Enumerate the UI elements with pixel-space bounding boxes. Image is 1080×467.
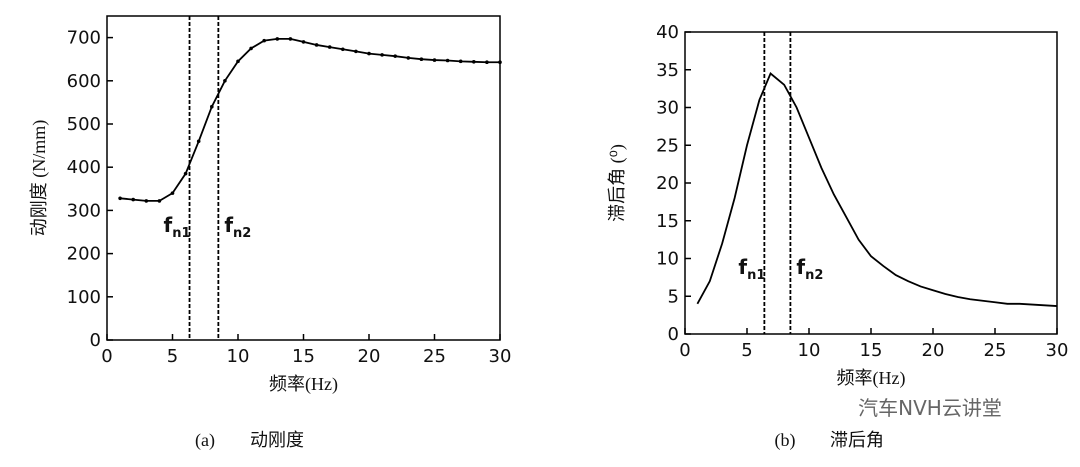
point — [485, 60, 489, 65]
y-tick-label: 0 — [668, 324, 679, 345]
plot-frame — [106, 15, 501, 341]
point — [314, 43, 319, 47]
point — [432, 58, 437, 62]
x-tick-label: 0 — [679, 340, 690, 361]
line-series — [696, 72, 1058, 307]
point — [262, 38, 267, 43]
y-tick-label: 200 — [67, 244, 101, 265]
x-tick-label: 30 — [1046, 340, 1069, 361]
plot-frame — [684, 31, 1058, 335]
y-tick-label: 10 — [656, 249, 679, 270]
resonance-label: fn1 — [738, 255, 765, 283]
caption-tag: (b) — [775, 430, 796, 451]
label-f: f — [224, 213, 233, 237]
point — [288, 37, 293, 41]
x-tick-label: 15 — [292, 346, 315, 367]
y-tick-label: 600 — [67, 71, 101, 92]
caption-tag: (a) — [195, 430, 215, 451]
watermark: 汽车NVH云讲堂 — [858, 396, 1002, 420]
label-f: f — [796, 255, 805, 279]
point — [354, 49, 358, 54]
x-tick-label: 10 — [227, 346, 250, 367]
label-sub: n1 — [747, 268, 765, 283]
point — [118, 196, 122, 201]
point — [275, 37, 280, 41]
point — [223, 79, 227, 83]
point — [445, 58, 450, 63]
x-tick-label: 5 — [167, 346, 178, 367]
label-f: f — [738, 255, 747, 279]
resonance-label: fn2 — [224, 213, 251, 241]
x-tick-label: 20 — [358, 346, 381, 367]
point — [327, 45, 332, 49]
resonance-label: fn1 — [164, 213, 191, 241]
point — [170, 191, 175, 195]
y-tick-label: 700 — [67, 28, 101, 49]
line-series — [120, 37, 500, 202]
x-tick-label: 25 — [984, 340, 1007, 361]
y-tick-label: 35 — [656, 60, 679, 81]
y-tick-label: 20 — [656, 173, 679, 194]
point — [183, 171, 188, 176]
label-f: f — [164, 213, 173, 237]
x-tick-label: 25 — [423, 346, 446, 367]
resonance-label: fn2 — [796, 255, 823, 283]
point — [406, 56, 411, 60]
x-axis-label: 频率(Hz) — [269, 374, 338, 395]
label-sub: n2 — [805, 268, 823, 283]
point — [144, 199, 149, 203]
point — [367, 51, 371, 56]
y-tick-label: 15 — [656, 211, 679, 232]
point — [341, 47, 345, 52]
label-sub: n1 — [172, 226, 190, 241]
point — [380, 53, 384, 57]
point — [131, 197, 135, 202]
y-tick-label: 40 — [656, 22, 679, 43]
x-tick-label: 30 — [489, 346, 512, 367]
x-tick-label: 15 — [860, 340, 883, 361]
x-tick-label: 0 — [101, 346, 112, 367]
x-axis-label: 频率(Hz) — [837, 368, 906, 389]
y-tick-label: 5 — [668, 286, 679, 307]
point — [210, 104, 214, 109]
point — [196, 139, 201, 144]
label-sub: n2 — [233, 226, 251, 241]
caption: 滞后角 — [830, 430, 884, 450]
caption: 动刚度 — [250, 430, 304, 450]
x-tick-label: 20 — [922, 340, 945, 361]
x-tick-label: 10 — [798, 340, 821, 361]
point — [393, 54, 398, 58]
y-tick-label: 30 — [656, 98, 679, 119]
point — [301, 40, 306, 44]
point — [458, 59, 463, 64]
y-axis-label: 滞后角 (⁰) — [607, 144, 628, 222]
point — [498, 60, 502, 65]
point — [249, 46, 253, 51]
y-tick-label: 400 — [67, 157, 101, 178]
y-tick-label: 0 — [90, 330, 101, 351]
y-tick-label: 100 — [67, 287, 101, 308]
y-tick-label: 500 — [67, 114, 101, 135]
point — [236, 59, 240, 64]
point — [157, 199, 162, 203]
y-axis-label: 动刚度 (N/mm) — [29, 120, 50, 237]
y-tick-label: 25 — [656, 135, 679, 156]
y-tick-label: 300 — [67, 200, 101, 221]
point — [472, 59, 476, 64]
point — [419, 57, 424, 61]
x-tick-label: 5 — [741, 340, 752, 361]
